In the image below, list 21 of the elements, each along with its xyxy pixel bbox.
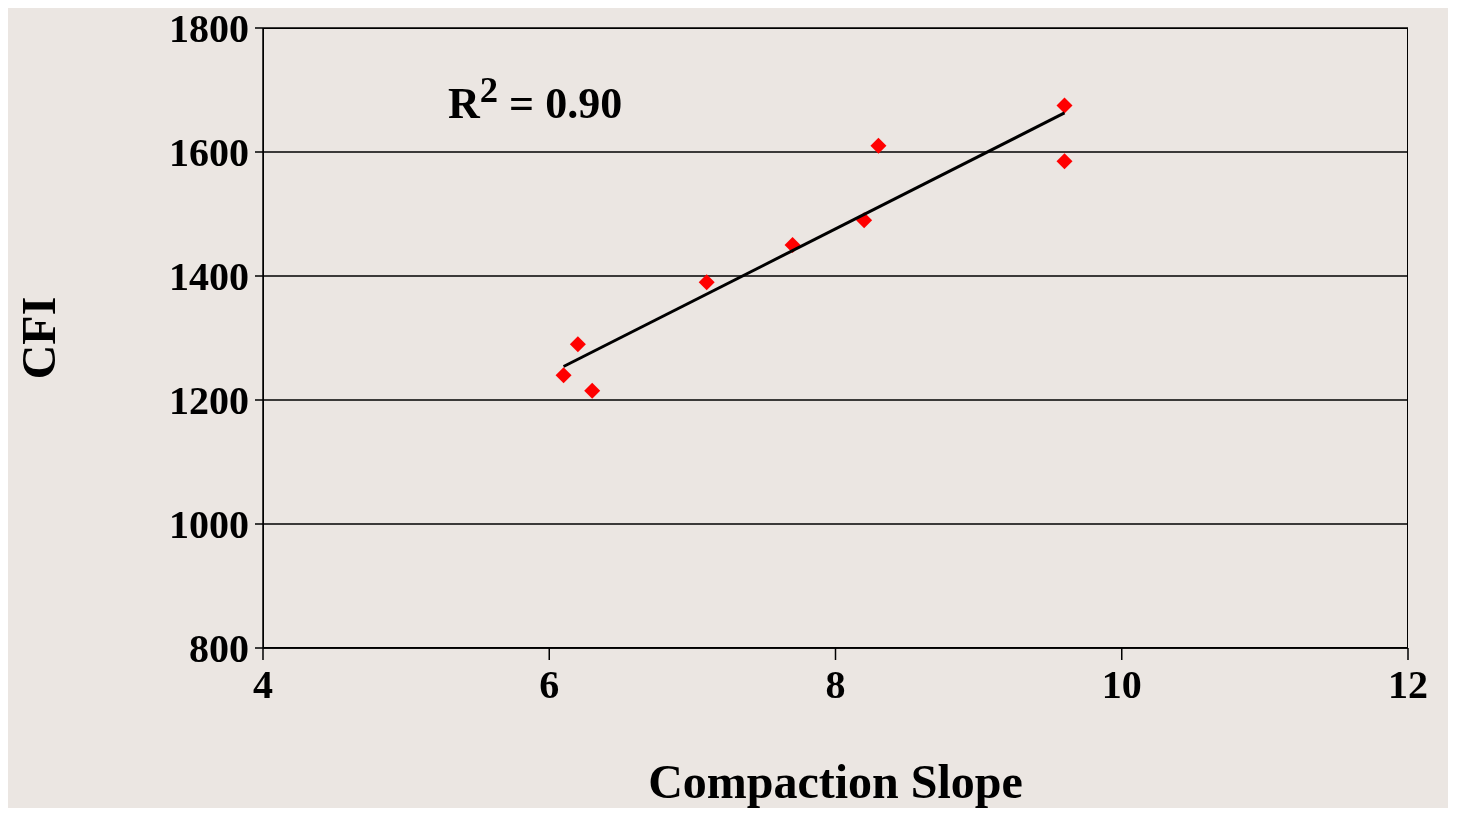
- x-tick-label: 12: [1388, 662, 1428, 708]
- y-tick-label: 1600: [169, 130, 249, 176]
- y-tick-label: 1400: [169, 254, 249, 300]
- y-axis-title: CFI: [12, 296, 66, 380]
- y-tick-label: 1800: [169, 6, 249, 52]
- y-tick-label: 1200: [169, 378, 249, 424]
- annotation: R$^{2}$ = 0.90: [448, 68, 623, 129]
- x-tick-label: 8: [825, 662, 846, 708]
- point: [569, 336, 586, 353]
- x-tick-label: 4: [253, 662, 273, 708]
- point: [698, 274, 715, 291]
- x-axis-title: Compaction Slope: [648, 755, 1023, 808]
- point: [555, 367, 572, 384]
- x-tick-label: 6: [539, 662, 560, 708]
- point: [1056, 153, 1073, 170]
- point: [1056, 97, 1073, 114]
- y-tick-label: 800: [189, 626, 249, 672]
- point: [584, 382, 601, 399]
- x-tick-label: 10: [1101, 662, 1142, 708]
- point: [870, 137, 887, 154]
- y-tick-label: 1000: [169, 502, 249, 548]
